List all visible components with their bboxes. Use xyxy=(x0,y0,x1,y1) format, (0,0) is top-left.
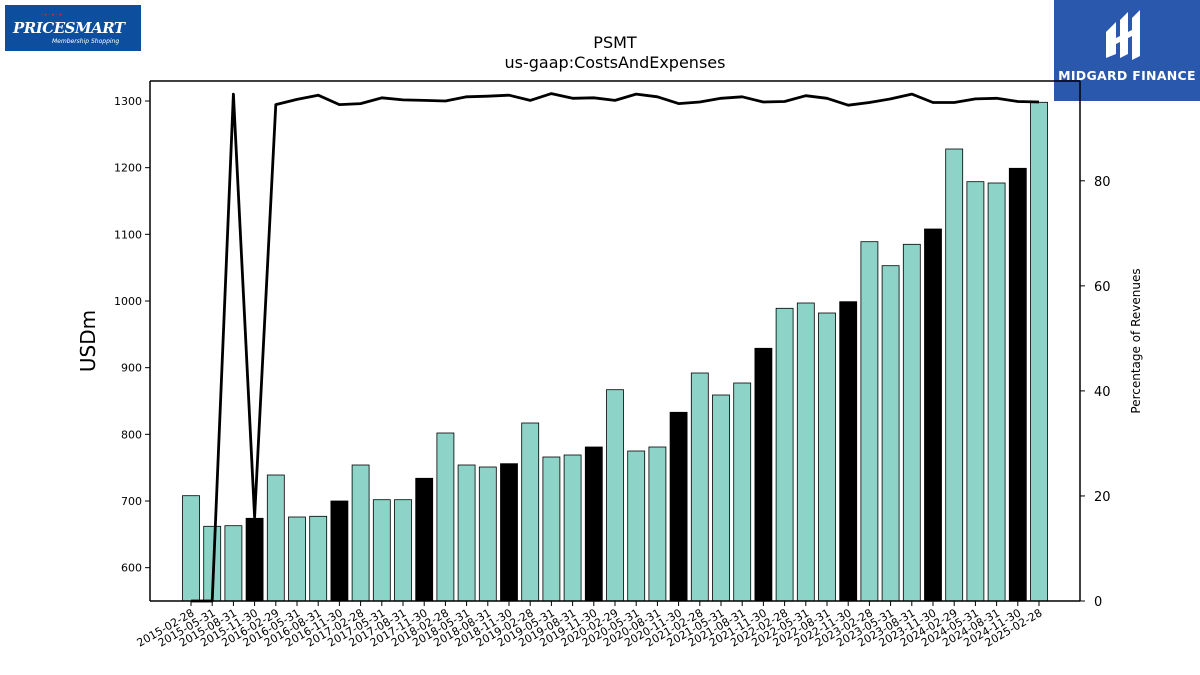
bar xyxy=(478,466,497,602)
y-tick-label: 600 xyxy=(121,562,142,575)
bar xyxy=(966,181,985,602)
bar xyxy=(818,312,836,602)
bar xyxy=(1008,167,1027,602)
bar xyxy=(690,372,709,602)
bar xyxy=(669,411,688,602)
bar xyxy=(457,464,476,602)
bar xyxy=(796,302,815,602)
pricesmart-logo-text: PRICESMART xyxy=(13,19,125,37)
chart-subtitle: us-gaap:CostsAndExpenses xyxy=(505,53,726,72)
bar xyxy=(924,228,942,602)
bar xyxy=(584,446,603,602)
bar xyxy=(351,464,370,602)
bar xyxy=(542,456,561,602)
y2-tick-label: 20 xyxy=(1094,490,1111,505)
y-tick-label: 700 xyxy=(121,495,142,508)
bar xyxy=(415,477,434,602)
bar xyxy=(245,517,264,602)
percentage-line xyxy=(191,92,1040,603)
bar xyxy=(881,265,900,602)
bar xyxy=(987,182,1006,602)
bar xyxy=(563,454,582,602)
y2-tick-label: 0 xyxy=(1094,595,1102,610)
bar xyxy=(902,243,921,602)
bar xyxy=(860,241,879,602)
y-tick-label: 1100 xyxy=(114,228,142,241)
axes-group: 6007008009001000110012001300020406080201… xyxy=(114,80,1111,650)
bar xyxy=(712,394,730,602)
bar xyxy=(945,148,964,602)
bar xyxy=(182,495,200,602)
bar xyxy=(1030,101,1048,602)
bar xyxy=(436,432,455,602)
bar xyxy=(754,347,773,602)
bar xyxy=(775,307,794,602)
y2-axis-label: Percentage of Revenues xyxy=(1129,268,1143,413)
bar xyxy=(224,525,243,602)
y-tick-label: 1200 xyxy=(114,162,142,175)
bar xyxy=(627,450,646,602)
bar xyxy=(394,499,412,602)
bars-group xyxy=(182,101,1048,602)
midgard-finance-logo-text: MIDGARD FINANCE xyxy=(1058,68,1196,83)
line-group xyxy=(191,92,1040,603)
y-tick-label: 900 xyxy=(121,362,142,375)
bar xyxy=(839,301,858,602)
y2-tick-label: 60 xyxy=(1094,280,1111,295)
pricesmart-logo: ·•·•·• PRICESMART Membership Shopping xyxy=(5,5,141,51)
logo-star-arc: ·•·•·• xyxy=(41,12,64,19)
y2-tick-label: 40 xyxy=(1094,385,1111,400)
y-tick-label: 800 xyxy=(121,428,142,441)
bar xyxy=(309,515,328,602)
chart-title: PSMT xyxy=(593,33,637,52)
y-axis-label: USDm xyxy=(76,310,100,372)
bar xyxy=(500,463,518,602)
y-tick-label: 1300 xyxy=(114,95,142,108)
y-tick-label: 1000 xyxy=(114,295,142,308)
pricesmart-logo-tagline: Membership Shopping xyxy=(52,38,120,45)
bar xyxy=(266,474,285,602)
bar xyxy=(606,389,624,602)
midgard-mark-icon xyxy=(1106,10,1140,60)
bar xyxy=(372,499,391,602)
midgard-finance-logo: MIDGARD FINANCE xyxy=(1054,0,1200,101)
bar xyxy=(521,422,540,602)
y2-tick-label: 80 xyxy=(1094,175,1111,190)
bar xyxy=(330,500,349,602)
bar xyxy=(288,516,306,602)
bar xyxy=(733,382,752,602)
bar xyxy=(648,446,667,602)
